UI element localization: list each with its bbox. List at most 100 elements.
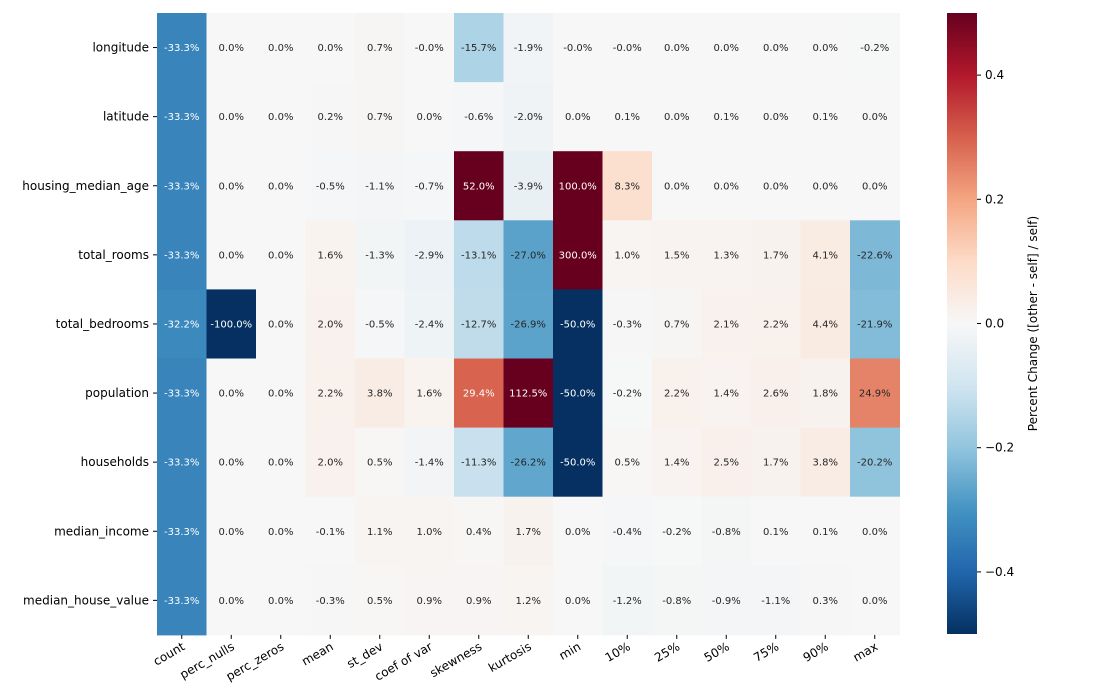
heatmap-cell — [503, 82, 554, 152]
heatmap-cell — [503, 289, 554, 359]
cell-annotation: -1.9% — [514, 43, 543, 54]
heatmap-cell — [454, 220, 504, 290]
cell-annotation: 0.0% — [565, 596, 590, 607]
cell-annotation: -2.4% — [415, 319, 444, 330]
heatmap-cell — [602, 151, 653, 221]
heatmap-cell — [602, 289, 653, 359]
column-label: 90% — [801, 639, 831, 664]
heatmap-cell — [404, 496, 455, 567]
cell-annotation: 1.6% — [417, 389, 442, 400]
column-label: min — [557, 639, 584, 662]
row-label: total_bedrooms — [56, 317, 149, 331]
heatmap-cell — [305, 496, 356, 567]
cell-annotation: -0.0% — [415, 43, 444, 54]
heatmap-cell — [355, 427, 405, 498]
cell-annotation: 0.3% — [813, 596, 838, 607]
heatmap-cell — [850, 82, 900, 152]
heatmap-cell — [355, 82, 405, 152]
cell-annotation: -11.3% — [461, 458, 496, 469]
heatmap-cell — [206, 565, 257, 636]
heatmap-cell — [751, 82, 801, 152]
cell-annotation: 0.0% — [268, 596, 293, 607]
heatmap-cell — [503, 496, 554, 567]
cell-annotation: 1.7% — [516, 527, 541, 538]
cell-annotation: 0.4% — [466, 527, 491, 538]
cell-annotation: 1.7% — [763, 250, 788, 261]
heatmap-cell — [404, 358, 455, 429]
heatmap-cell — [157, 358, 207, 429]
cell-annotation: 8.3% — [615, 181, 640, 192]
cell-annotation: -33.3% — [164, 527, 199, 538]
heatmap-cell — [751, 289, 801, 359]
cell-annotation: 52.0% — [463, 181, 495, 192]
cell-annotation: 3.8% — [367, 389, 392, 400]
heatmap-cell — [602, 427, 653, 498]
cell-annotation: -33.3% — [164, 112, 199, 123]
column-label: 10% — [603, 639, 633, 664]
cell-annotation: -1.4% — [415, 458, 444, 469]
heatmap-cell — [206, 289, 257, 359]
column-label: st_dev — [344, 639, 385, 671]
heatmap-cell — [503, 565, 554, 636]
heatmap-cell — [206, 13, 257, 83]
cell-annotation: 300.0% — [559, 250, 597, 261]
heatmap-cell — [652, 289, 702, 359]
cell-annotation: 0.0% — [268, 389, 293, 400]
heatmap-cell — [305, 289, 356, 359]
heatmap-cell — [454, 151, 504, 221]
heatmap-cell — [652, 151, 702, 221]
cell-annotation: 0.5% — [615, 458, 640, 469]
heatmap-cell — [701, 427, 752, 498]
cell-annotation: -3.9% — [514, 181, 543, 192]
heatmap-cell — [800, 289, 851, 359]
cell-annotation: 1.0% — [615, 250, 640, 261]
heatmap-cell — [553, 13, 603, 83]
heatmap-cell — [850, 427, 900, 498]
heatmap-cell — [256, 427, 306, 498]
heatmap-cell — [800, 427, 851, 498]
heatmap-cell — [652, 82, 702, 152]
heatmap-cell — [751, 220, 801, 290]
cell-annotation: 0.1% — [813, 112, 838, 123]
heatmap-cell — [652, 427, 702, 498]
heatmap-cell — [157, 82, 207, 152]
cell-annotation: 2.2% — [318, 389, 343, 400]
heatmap-cell — [206, 358, 257, 429]
cell-annotation: 0.0% — [664, 112, 689, 123]
cell-annotation: -0.6% — [464, 112, 493, 123]
cell-annotation: -26.2% — [511, 458, 546, 469]
heatmap-cell — [355, 496, 405, 567]
heatmap-cell — [404, 565, 455, 636]
cell-annotation: -12.7% — [461, 319, 496, 330]
cell-annotation: 0.0% — [219, 181, 244, 192]
cell-annotation: -0.0% — [563, 43, 592, 54]
cell-annotation: -13.1% — [461, 250, 496, 261]
cell-annotation: -0.2% — [662, 527, 691, 538]
cell-annotation: 0.0% — [862, 112, 887, 123]
cell-annotation: -21.9% — [857, 319, 892, 330]
row-label: households — [81, 455, 149, 469]
heatmap-cell — [701, 565, 752, 636]
cell-annotation: 0.0% — [219, 389, 244, 400]
heatmap-cell — [157, 496, 207, 567]
heatmap-cell — [206, 220, 257, 290]
heatmap-cell — [850, 151, 900, 221]
cell-annotation: -0.3% — [316, 596, 345, 607]
heatmap-cell — [305, 358, 356, 429]
heatmap-cell — [652, 13, 702, 83]
cell-annotation: -0.5% — [316, 181, 345, 192]
heatmap-cell — [355, 13, 405, 83]
heatmap-cell — [701, 358, 752, 429]
heatmap-cell — [652, 565, 702, 636]
row-label: population — [85, 386, 149, 400]
cell-annotation: 0.0% — [268, 250, 293, 261]
heatmap-cell — [701, 289, 752, 359]
heatmap-cell — [404, 82, 455, 152]
colorbar-tick-label: −0.2 — [985, 441, 1014, 455]
heatmap-cell — [751, 358, 801, 429]
cell-annotation: 1.1% — [367, 527, 392, 538]
colorbar-tick-label: 0.0 — [985, 317, 1004, 331]
cell-annotation: 0.0% — [268, 319, 293, 330]
